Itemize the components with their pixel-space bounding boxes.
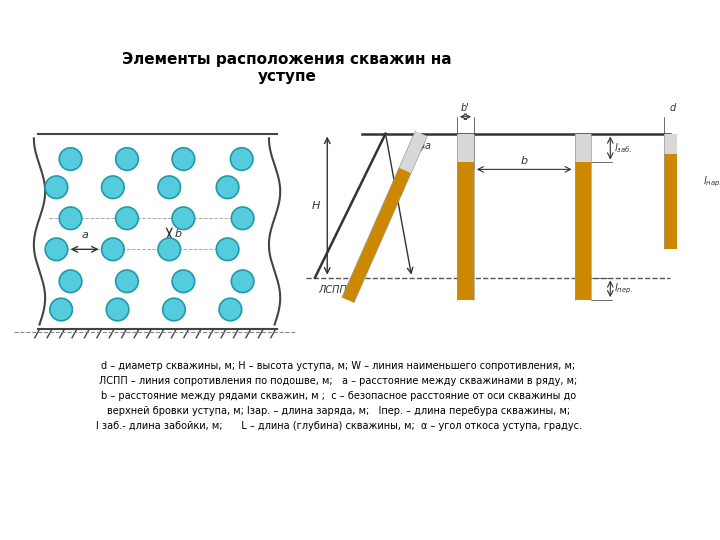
- Polygon shape: [664, 133, 681, 154]
- Text: ЛСПП – линия сопротивления по подошве, м;   a – расстояние между скважинами в ря: ЛСПП – линия сопротивления по подошве, м…: [99, 376, 577, 386]
- Text: b: b: [521, 156, 528, 166]
- Circle shape: [59, 148, 82, 170]
- Text: W: W: [393, 188, 404, 198]
- Text: $l_{пер.}$: $l_{пер.}$: [614, 281, 633, 296]
- Polygon shape: [575, 133, 591, 163]
- Circle shape: [216, 238, 239, 261]
- Text: ЛСПП: ЛСПП: [318, 285, 347, 295]
- Circle shape: [216, 176, 239, 199]
- Circle shape: [116, 270, 138, 293]
- Polygon shape: [457, 163, 474, 278]
- Circle shape: [231, 207, 254, 229]
- Circle shape: [116, 207, 138, 229]
- Circle shape: [158, 238, 181, 261]
- Circle shape: [219, 298, 242, 321]
- Circle shape: [102, 238, 124, 261]
- Text: a: a: [81, 230, 88, 240]
- Circle shape: [163, 298, 185, 321]
- Polygon shape: [664, 154, 681, 249]
- Circle shape: [50, 298, 73, 321]
- Text: $l_{нар.}$: $l_{нар.}$: [703, 175, 720, 190]
- Text: $l_{заб.}$: $l_{заб.}$: [614, 141, 632, 155]
- Circle shape: [172, 148, 194, 170]
- Text: l заб.- длина забойки, м;      L – длина (глубина) скважины, м;  α – угол откоса: l заб.- длина забойки, м; L – длина (глу…: [96, 421, 582, 431]
- Text: a: a: [425, 141, 431, 151]
- Circle shape: [116, 148, 138, 170]
- Circle shape: [102, 176, 124, 199]
- Circle shape: [59, 207, 82, 229]
- Circle shape: [107, 298, 129, 321]
- Circle shape: [59, 270, 82, 293]
- Circle shape: [158, 176, 181, 199]
- Polygon shape: [575, 163, 591, 278]
- Text: b': b': [461, 103, 470, 113]
- Text: верхней бровки уступа, м; lзар. – длина заряда, м;   lпер. – длина перебура сква: верхней бровки уступа, м; lзар. – длина …: [107, 407, 570, 416]
- Circle shape: [172, 270, 194, 293]
- Text: H: H: [311, 200, 320, 211]
- Text: Элементы расположения скважин на
уступе: Элементы расположения скважин на уступе: [122, 52, 451, 84]
- Text: d – диаметр скважины, м; H – высота уступа, м; W – линия наименьшего сопротивлен: d – диаметр скважины, м; H – высота усту…: [102, 361, 575, 371]
- Circle shape: [45, 176, 68, 199]
- Circle shape: [230, 148, 253, 170]
- Circle shape: [45, 238, 68, 261]
- Polygon shape: [342, 167, 411, 303]
- Text: d: d: [669, 103, 675, 113]
- Text: b: b: [175, 229, 182, 239]
- Polygon shape: [457, 133, 474, 163]
- Polygon shape: [457, 278, 474, 300]
- Polygon shape: [399, 131, 427, 173]
- Circle shape: [231, 270, 254, 293]
- Polygon shape: [575, 278, 591, 300]
- Text: b – расстояние между рядами скважин, м ;  c – безопасное расстояние от оси скваж: b – расстояние между рядами скважин, м ;…: [101, 392, 576, 401]
- Circle shape: [172, 207, 194, 229]
